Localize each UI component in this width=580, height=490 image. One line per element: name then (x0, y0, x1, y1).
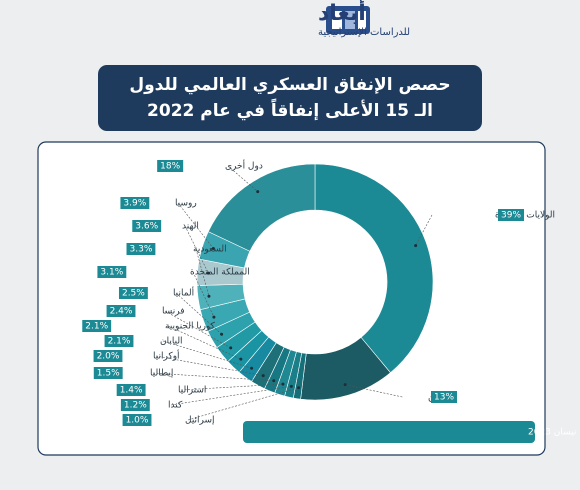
value-label: 3.3% (130, 245, 153, 255)
chart-title: حصص الإنفاق العسكري العالمي للدول (129, 75, 450, 95)
leader-dot (256, 190, 260, 194)
leader-dot (212, 315, 216, 319)
slice-label: المملكة المتحدة (190, 268, 250, 278)
leader-line (167, 325, 241, 360)
leader-line (227, 165, 258, 192)
value-label-box (498, 209, 525, 221)
slice-label: الهند (182, 222, 199, 232)
leader-dot (343, 383, 347, 387)
value-label-box (104, 335, 134, 347)
slice-label: روسيا (175, 199, 197, 209)
slice-label: استراليا (178, 386, 206, 396)
chart-panel (37, 141, 546, 456)
leader-dot (281, 382, 285, 386)
value-label-box (126, 243, 156, 255)
leader-dot (272, 379, 276, 383)
source-bar (243, 421, 535, 443)
slice-label: دول أخرى (225, 160, 263, 172)
slice-label: كوريا الجنوبية (165, 322, 216, 332)
value-label-box (431, 391, 458, 403)
leader-dot (414, 244, 418, 248)
leader-dot (261, 374, 265, 378)
leader-dot (239, 357, 243, 361)
slice (314, 163, 434, 374)
slice-label: أوكرانيا (153, 350, 180, 362)
slice-label: اليابان (160, 337, 183, 347)
value-label: 13% (434, 393, 454, 403)
leader-line (177, 202, 214, 249)
value-label: 2.1% (108, 337, 131, 347)
value-label: 1.4% (120, 386, 143, 396)
value-label: 3.6% (135, 222, 158, 232)
value-label-box (93, 350, 123, 362)
leader-line (155, 355, 264, 376)
leader-dot (250, 366, 254, 370)
logo-tagline: للدراسات الإستراتيجية (318, 27, 410, 38)
value-label: 3.1% (100, 268, 123, 278)
value-label: 3.9% (123, 199, 146, 209)
value-label-box (116, 384, 146, 396)
leader-dot (297, 386, 301, 390)
value-label-box (118, 287, 148, 299)
value-label: 2.0% (97, 352, 120, 362)
value-label-box (97, 266, 127, 278)
slice-label: إسرائيل (185, 416, 215, 426)
value-label-box (120, 197, 150, 209)
slice-label: ألمانيا (173, 287, 194, 299)
value-label-box (132, 220, 162, 232)
value-label-box (93, 367, 123, 379)
slice-label: كندا (168, 401, 183, 411)
value-label-box (157, 160, 184, 172)
leader-line (187, 387, 299, 421)
leader-line (180, 383, 283, 391)
leader-line (162, 340, 252, 369)
value-label: 1.2% (124, 401, 147, 411)
leader-line (184, 225, 209, 274)
value-label: 1.0% (126, 416, 149, 426)
title-box (98, 65, 482, 131)
plot: الولايات المتحدة39%الصين13%إسرائيل1.0%كن… (82, 160, 555, 426)
leader-line (415, 214, 433, 246)
value-label-box (82, 320, 112, 332)
leader-dot (220, 332, 224, 336)
value-label-box (120, 399, 150, 411)
leader-line (192, 271, 215, 318)
value-label: 2.1% (85, 322, 108, 332)
slice (207, 163, 316, 252)
value-label: 2.4% (110, 307, 133, 317)
value-label-box (106, 305, 136, 317)
chart-subtitle: الـ 15 الأعلى إنفاقاً في عام 2022 (147, 97, 433, 121)
leader-dot (289, 384, 293, 388)
leader-line (345, 384, 403, 398)
source: المصدر: معهد ستوكهولم الدولي لأبحاث السل… (528, 426, 580, 438)
leader-dot (229, 346, 233, 350)
leader-line (170, 386, 292, 406)
leader-dot (207, 294, 211, 298)
value-label: 2.5% (122, 289, 145, 299)
leader-dot (206, 271, 210, 275)
logo-icon (326, 6, 370, 34)
value-label: 18% (160, 162, 180, 172)
value-label: 1.5% (97, 369, 120, 379)
leader-line (152, 372, 274, 382)
slice-label: السعودية (193, 245, 227, 255)
logo-name: أبعاد (318, 0, 366, 26)
value-label: 39% (501, 211, 521, 221)
leader-dot (211, 246, 215, 250)
slice-label: الولايات المتحدة (495, 211, 555, 221)
slice-label: فرنسا (162, 307, 185, 317)
value-label-box (122, 414, 152, 426)
leader-line (195, 248, 210, 297)
